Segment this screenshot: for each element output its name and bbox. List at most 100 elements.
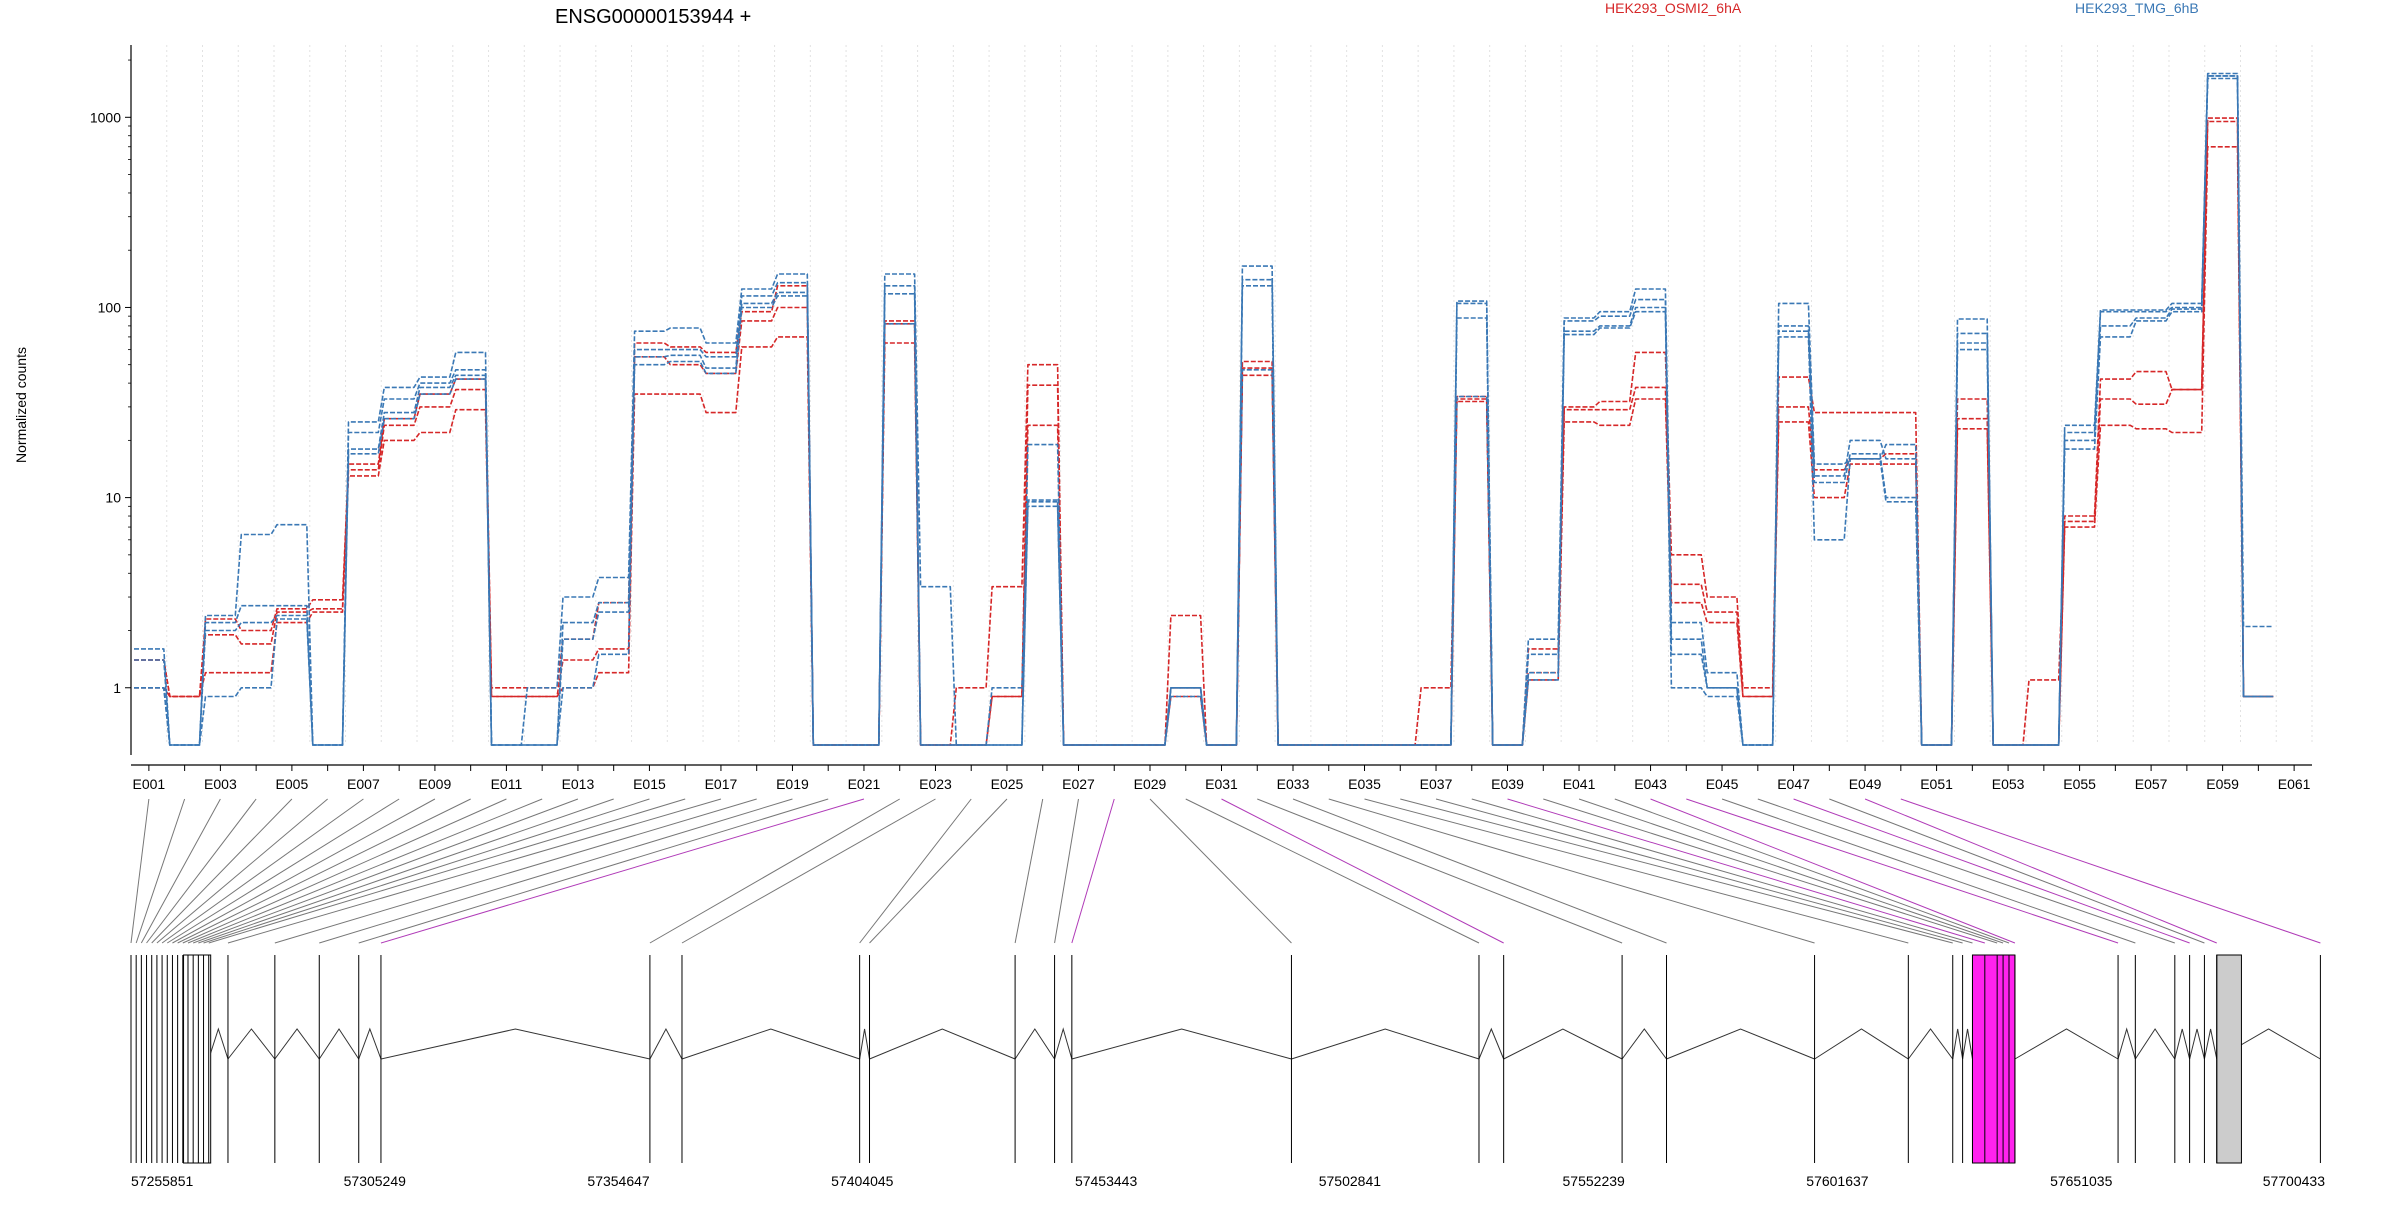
exon-connector	[1578, 798, 2004, 944]
x-tick-label: E007	[347, 776, 380, 792]
intron-line	[380, 1028, 651, 1060]
x-tick-label: E039	[1491, 776, 1524, 792]
intron-line	[869, 1028, 1016, 1060]
connector-layer	[130, 798, 2321, 944]
x-tick-label: E029	[1134, 776, 1167, 792]
x-tick-label: E047	[1777, 776, 1810, 792]
exon-connector	[1650, 798, 2016, 944]
exon-connector	[358, 798, 829, 944]
exon-connector	[859, 798, 972, 944]
intron-line	[2014, 1028, 2119, 1060]
exon-box	[1971, 954, 2016, 1164]
exon-connector	[1328, 798, 1815, 944]
x-tick-label: E033	[1277, 776, 1310, 792]
exon-connector	[1471, 798, 1973, 944]
exon-connector	[187, 798, 543, 944]
intron-line	[2203, 1028, 2218, 1060]
genomic-coordinate-label: 57305249	[344, 1173, 407, 1189]
x-tick-label: E035	[1348, 776, 1381, 792]
intron-line	[2174, 1028, 2191, 1060]
axes-layer: 1 10 100 1000 E001 E003 E005 E007 E009 E011 E013 E0…	[90, 45, 2312, 792]
exon-connector	[130, 798, 150, 944]
exon-connector	[208, 798, 686, 944]
genomic-coordinate-label: 57552239	[1563, 1173, 1626, 1189]
x-tick-label: E001	[133, 776, 166, 792]
exon-connector	[1435, 798, 1963, 944]
intron-line	[681, 1028, 860, 1060]
x-tick-label: E041	[1563, 776, 1596, 792]
exon-connector	[1721, 798, 2136, 944]
exon-connector	[135, 798, 186, 944]
intron-line	[227, 1028, 276, 1060]
x-tick-label: E061	[2278, 776, 2311, 792]
exon-connector	[203, 798, 650, 944]
exon-box	[2216, 954, 2242, 1164]
intron-line	[649, 1027, 683, 1060]
y-tick-label: 10	[105, 490, 121, 506]
legend-entry-osmi2: HEK293_OSMI2_6hA	[1605, 0, 1742, 16]
exon-connector	[649, 798, 900, 944]
x-tick-label: E059	[2206, 776, 2239, 792]
x-tick-label: E003	[204, 776, 237, 792]
exon-connector	[1400, 798, 1953, 944]
exon-connector	[1292, 798, 1667, 944]
exon-connector	[1054, 798, 1079, 944]
grid-layer	[130, 45, 2313, 745]
intron-line	[1666, 1028, 1815, 1060]
x-tick-label: E049	[1849, 776, 1882, 792]
x-tick-label: E057	[2135, 776, 2168, 792]
exon-connector	[182, 798, 507, 944]
intron-line	[2134, 1028, 2176, 1060]
genomic-coordinate-label: 57354647	[587, 1173, 650, 1189]
chart-title: ENSG00000153944 +	[555, 6, 751, 28]
intron-line	[318, 1028, 360, 1060]
intron-line	[1814, 1028, 1909, 1060]
exon-connector	[1257, 798, 1623, 944]
x-tick-label: E053	[1992, 776, 2025, 792]
exon-connector	[193, 798, 579, 944]
x-tick-label: E019	[776, 776, 809, 792]
exon-connector	[1793, 798, 2190, 944]
genomic-coordinate-label: 57453443	[1075, 1173, 1138, 1189]
intron-line	[208, 1027, 229, 1060]
intron-line	[1962, 1028, 1973, 1060]
x-tick-label: E015	[633, 776, 666, 792]
intron-line	[1621, 1028, 1667, 1060]
exon-connector	[1071, 798, 1115, 944]
intron-line	[1071, 1028, 1292, 1060]
x-tick-label: E005	[276, 776, 309, 792]
intron-line	[274, 1028, 320, 1060]
exon-connector	[151, 798, 293, 944]
intron-line	[2189, 1028, 2205, 1060]
legend-entry-tmg: HEK293_TMG_6hB	[2075, 0, 2199, 16]
intron-line	[1478, 1027, 1505, 1060]
x-tick-label: E009	[419, 776, 452, 792]
exon-connector	[1185, 798, 1480, 944]
intron-line	[358, 1027, 382, 1060]
genomic-coordinate-label: 57404045	[831, 1173, 894, 1189]
exon-connector	[1829, 798, 2205, 944]
genomic-coordinate-label: 57255851	[131, 1173, 194, 1189]
exon-connector	[681, 798, 936, 944]
gene-model-layer: 57255851 57305249 57354647 57404045 57453443…	[130, 954, 2326, 1189]
x-tick-label: E027	[1062, 776, 1095, 792]
x-tick-label: E017	[705, 776, 738, 792]
intron-line	[1014, 1028, 1055, 1060]
x-tick-label: E025	[991, 776, 1024, 792]
exon-connector	[1543, 798, 1998, 944]
exon-connector	[161, 798, 364, 944]
exon-connector	[1014, 798, 1044, 944]
intron-line	[1952, 1028, 1964, 1060]
x-tick-label: E023	[919, 776, 952, 792]
series-line	[134, 75, 2274, 746]
exon-connector	[172, 798, 436, 944]
exon-connector	[1149, 798, 1292, 944]
exon-connector	[140, 798, 221, 944]
exon-connector	[1614, 798, 2010, 944]
exon-connector	[1864, 798, 2217, 944]
genomic-coordinate-label: 57700433	[2263, 1173, 2326, 1189]
exon-connector	[319, 798, 793, 944]
exon-connector	[869, 798, 1008, 944]
